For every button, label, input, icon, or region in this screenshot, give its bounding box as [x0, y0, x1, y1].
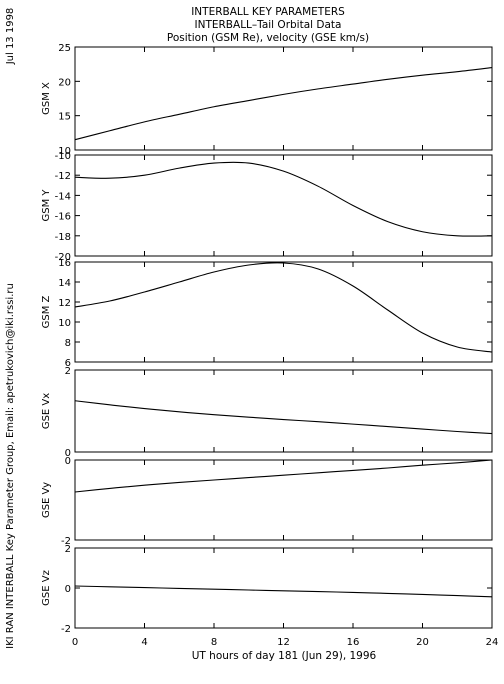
- y-tick-label: -2: [61, 536, 71, 547]
- y-tick-label: -16: [55, 212, 71, 223]
- panel-frame: [74, 369, 493, 453]
- y-tick-label: 2: [65, 366, 71, 377]
- y-tick-label: 12: [58, 298, 71, 309]
- y-tick-label: 6: [65, 358, 71, 369]
- credit-label: IKI RAN INTERBALL Key Parameter Group, E…: [5, 283, 16, 649]
- y-tick-label: -18: [55, 232, 71, 243]
- x-axis-label: UT hours of day 181 (Jun 29), 1996: [192, 650, 377, 662]
- x-tick-label: 20: [416, 637, 429, 648]
- date-label: Jul 13 1998: [5, 8, 16, 66]
- x-tick-label: 0: [72, 637, 78, 648]
- panel-1: 10 15 20 25 GSM X: [41, 43, 493, 157]
- series-line-gse-vx: [74, 400, 493, 435]
- y-axis-label: GSE Vz: [41, 570, 52, 606]
- y-axis-label: GSE Vx: [41, 393, 52, 429]
- panel-4: 0 2 GSE Vx: [41, 366, 493, 459]
- y-tick-label: -2: [61, 624, 71, 635]
- series-line-gse-vz: [74, 585, 493, 598]
- y-tick-label: 2: [65, 544, 71, 555]
- y-tick-label: 0: [65, 584, 71, 595]
- panel-2: -20 -18 -16 -14 -12 -10 GSM Y: [41, 151, 493, 263]
- panel-5: -2 0 GSE Vy: [41, 456, 493, 547]
- panel-frame: [74, 459, 493, 541]
- y-tick-label: 0: [65, 456, 71, 467]
- y-axis-label: GSM Y: [41, 189, 52, 222]
- y-tick-label: 16: [58, 258, 71, 269]
- y-tick-label: 14: [58, 278, 71, 289]
- title-line-1: INTERBALL KEY PARAMETERS: [191, 6, 345, 18]
- panel-frame: [74, 261, 493, 363]
- title-line-2: INTERBALL–Tail Orbital Data: [195, 19, 342, 31]
- y-tick-label: 0: [65, 448, 71, 459]
- series-line-gsm-y: [74, 161, 493, 237]
- y-axis-label: GSE Vy: [41, 482, 52, 518]
- panel-6: -2 0 2 GSE Vz: [41, 544, 493, 635]
- y-axis-label: GSM Z: [41, 295, 52, 328]
- x-tick-label: 12: [277, 637, 290, 648]
- y-tick-label: 15: [58, 112, 71, 123]
- panel-frame: [74, 154, 493, 257]
- y-tick-label: -12: [55, 171, 71, 182]
- y-tick-label: 10: [58, 318, 71, 329]
- y-tick-label: 8: [65, 338, 71, 349]
- y-tick-label: -20: [55, 252, 71, 263]
- series-line-gse-vy: [74, 459, 493, 493]
- title-line-3: Position (GSM Re), velocity (GSE km/s): [167, 32, 369, 44]
- x-tick-label: 16: [347, 637, 360, 648]
- panel-3: 6 8 10 12 14 16 GSM Z: [41, 258, 493, 369]
- y-tick-label: -10: [55, 151, 71, 162]
- y-tick-label: -14: [55, 191, 71, 202]
- y-tick-label: 20: [58, 77, 71, 88]
- x-tick-label: 24: [486, 637, 499, 648]
- y-axis-label: GSM X: [41, 82, 52, 115]
- panel-frame: [74, 46, 493, 151]
- y-tick-label: 10: [58, 146, 71, 157]
- y-tick-label: 25: [58, 43, 71, 54]
- x-tick-label: 4: [141, 637, 147, 648]
- panel-frame: [74, 547, 493, 629]
- x-tick-label: 8: [211, 637, 217, 648]
- series-line-gsm-x: [74, 67, 493, 141]
- series-line-gsm-z: [74, 262, 493, 353]
